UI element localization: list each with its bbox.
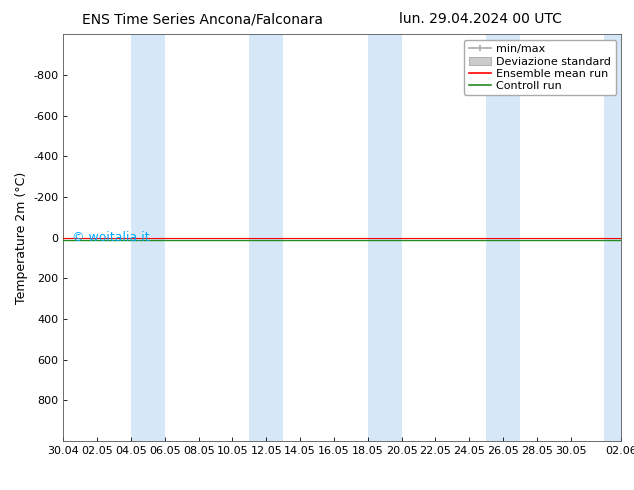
Text: ENS Time Series Ancona/Falconara: ENS Time Series Ancona/Falconara (82, 12, 323, 26)
Bar (249, 34, 283, 441)
Legend: min/max, Deviazione standard, Ensemble mean run, Controll run: min/max, Deviazione standard, Ensemble m… (464, 40, 616, 96)
Bar (368, 34, 401, 441)
Y-axis label: Temperature 2m (°C): Temperature 2m (°C) (15, 172, 28, 304)
Bar (486, 34, 520, 441)
Text: lun. 29.04.2024 00 UTC: lun. 29.04.2024 00 UTC (399, 12, 562, 26)
Bar (604, 34, 634, 441)
Bar (131, 34, 165, 441)
Text: © woitalia.it: © woitalia.it (72, 231, 150, 244)
